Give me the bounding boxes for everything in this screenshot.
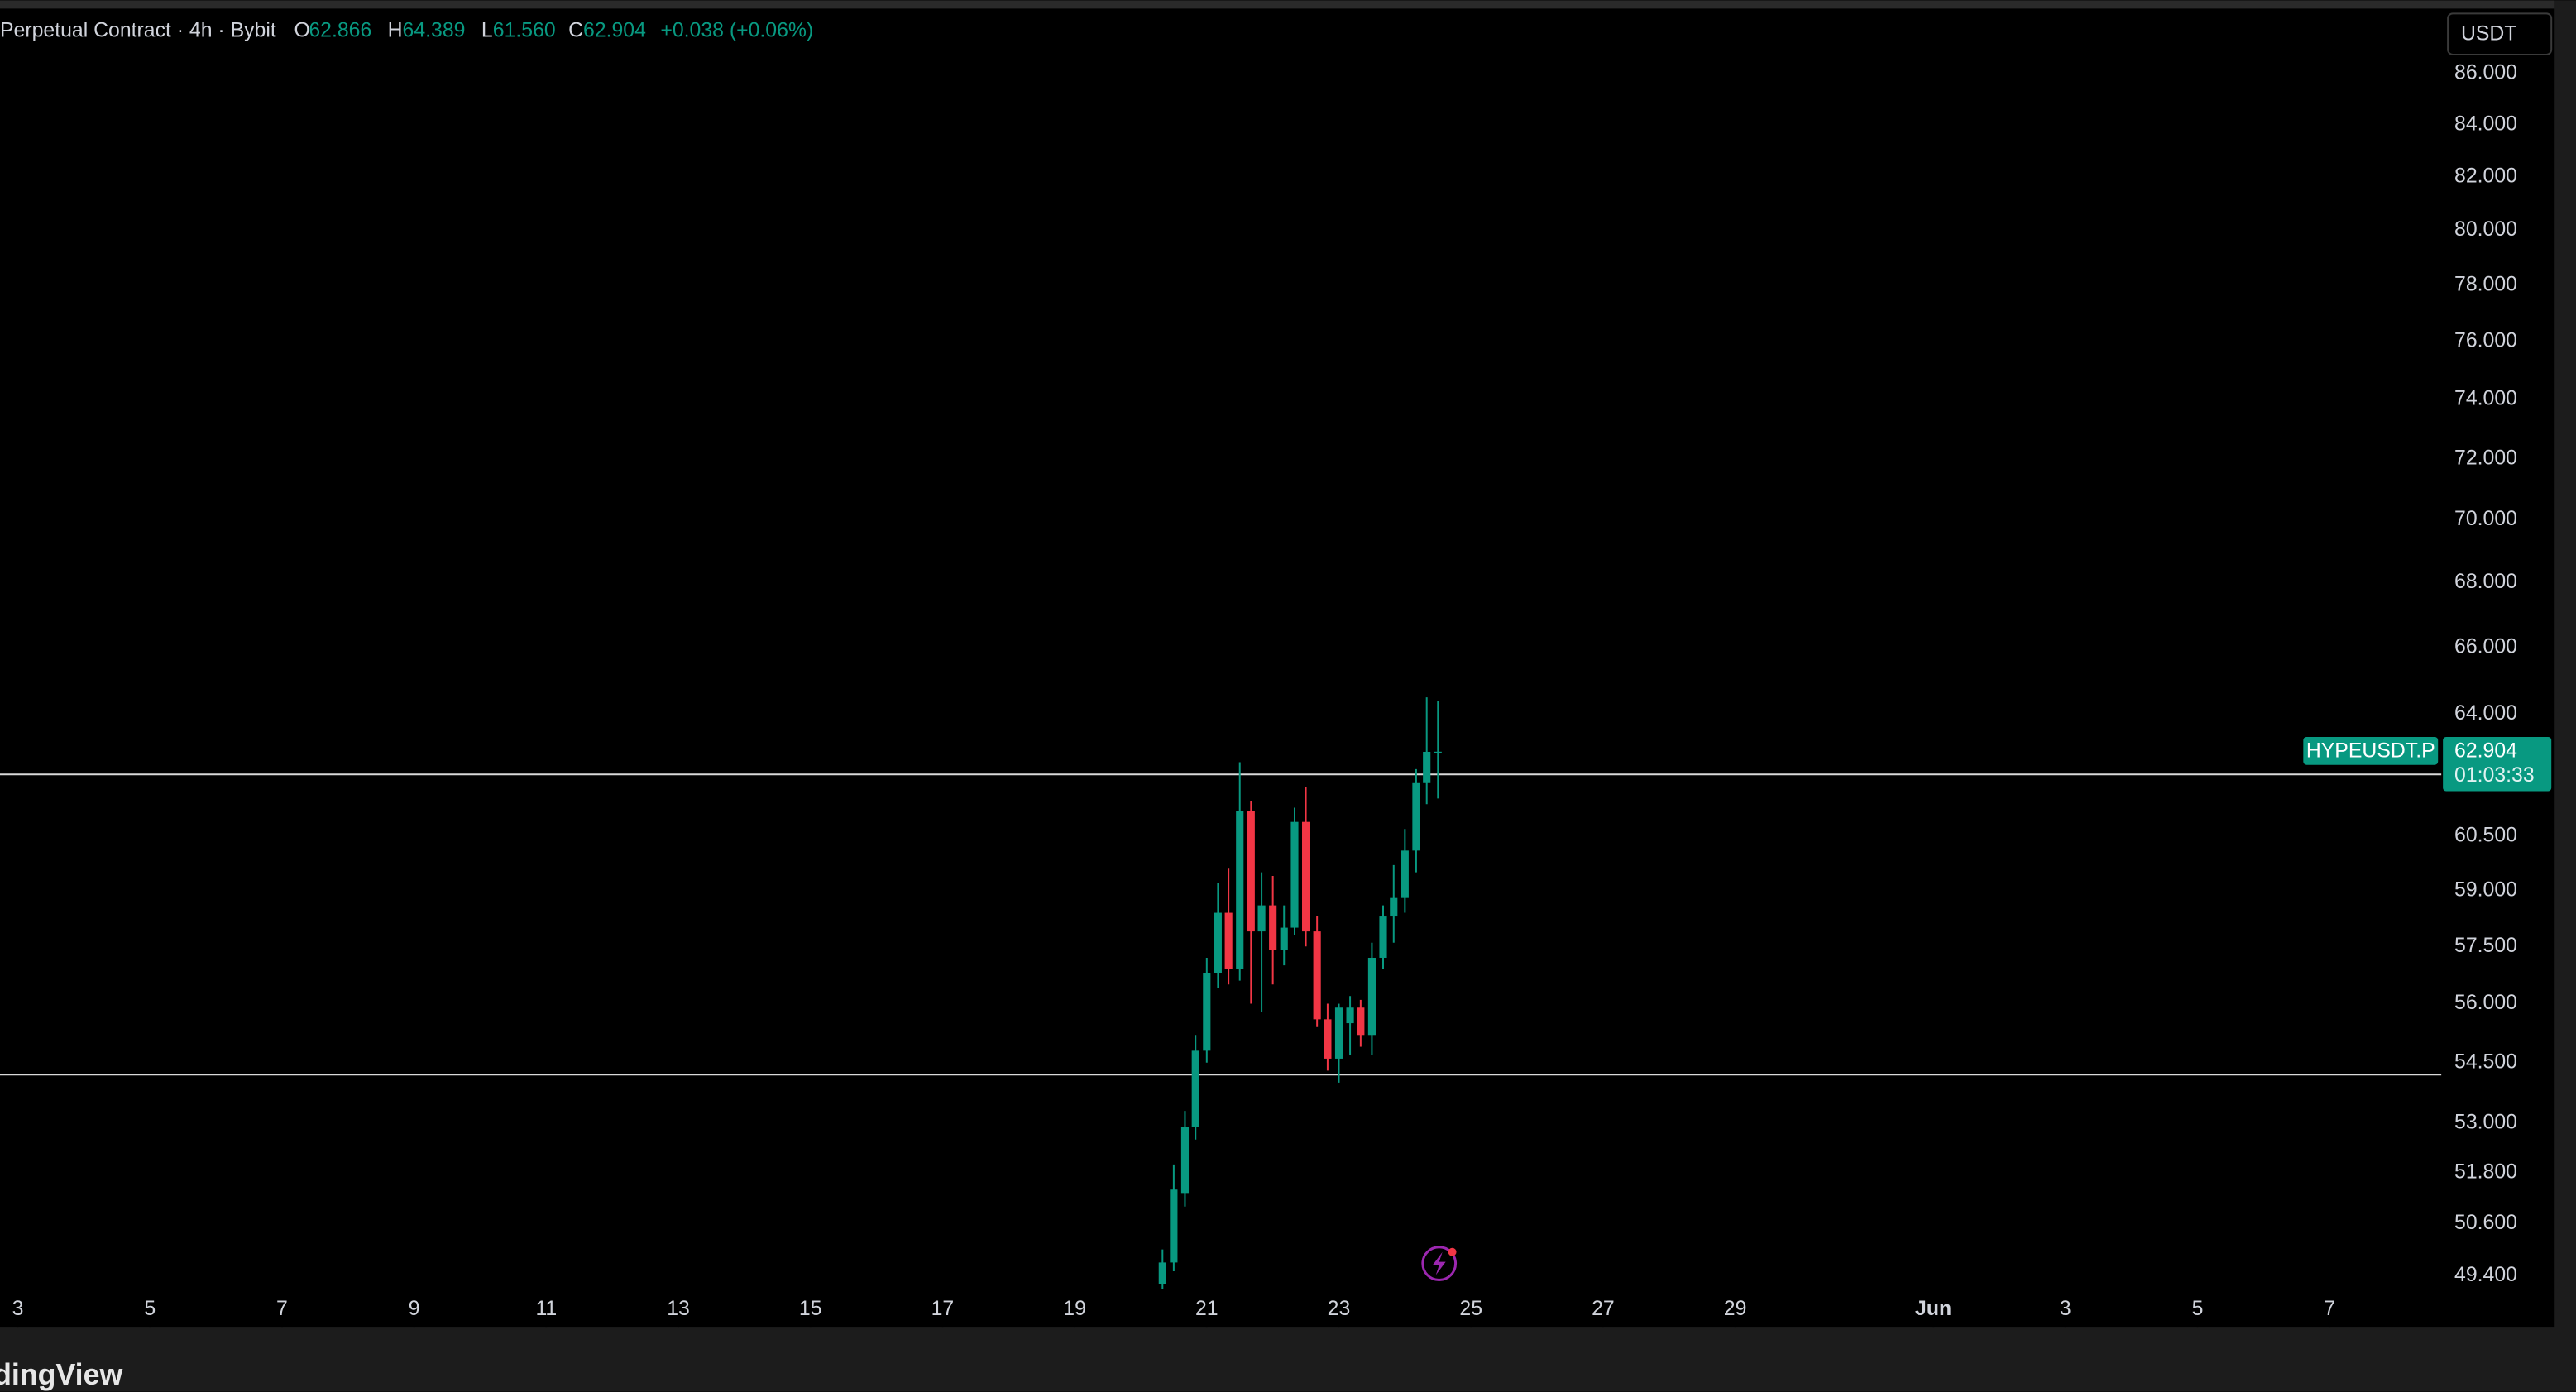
x-tick-label: 5 — [144, 1298, 156, 1320]
x-tick-label: 7 — [276, 1298, 288, 1320]
candle-body — [1346, 1007, 1354, 1024]
candle-body — [1357, 1007, 1365, 1036]
x-tick-label: 13 — [667, 1298, 690, 1320]
change: +0.038 (+0.06%) — [660, 20, 813, 42]
y-tick-label: 60.500 — [2454, 825, 2517, 847]
x-tick-label: 5 — [2192, 1298, 2204, 1320]
ohlc-value: 64.389 — [403, 20, 466, 42]
x-tick-label: 27 — [1592, 1298, 1615, 1320]
y-tick-label: 66.000 — [2454, 635, 2517, 658]
candle-body — [1390, 897, 1398, 917]
x-tick-label: 7 — [2324, 1298, 2335, 1320]
y-tick-label: 56.000 — [2454, 992, 2517, 1014]
ohlc-letter: H — [388, 20, 403, 42]
candle-body — [1214, 912, 1222, 973]
candle-body — [1423, 751, 1431, 783]
candle-body — [1324, 1019, 1332, 1059]
symbol-box — [2303, 736, 2439, 765]
x-tick-label: 3 — [2060, 1298, 2071, 1320]
candle-body — [1158, 1262, 1166, 1284]
top-bar — [0, 0, 2576, 9]
candle-body — [1302, 821, 1310, 932]
y-tick-label: 57.500 — [2454, 935, 2517, 957]
candle-body — [1401, 850, 1409, 898]
ohlc-value: 61.560 — [493, 20, 556, 42]
candle-body — [1247, 811, 1255, 932]
y-tick-label: 54.500 — [2454, 1050, 2517, 1073]
y-tick-label: 72.000 — [2454, 447, 2517, 469]
event-icon[interactable] — [1421, 1246, 1458, 1282]
y-tick-label: 64.000 — [2454, 702, 2517, 725]
x-tick-label: 25 — [1459, 1298, 1482, 1320]
y-tick-label: 78.000 — [2454, 274, 2517, 296]
y-tick-label: 84.000 — [2454, 112, 2517, 135]
y-tick-label: 53.000 — [2454, 1111, 2517, 1133]
candle-body — [1257, 905, 1266, 932]
candle-body — [1191, 1050, 1199, 1127]
candle-body — [1290, 821, 1299, 928]
y-tick-label: 70.000 — [2454, 508, 2517, 530]
x-tick-label: 23 — [1328, 1298, 1351, 1320]
ohlc-letter: O — [294, 20, 309, 42]
candle-body — [1269, 905, 1277, 950]
plot-area — [0, 697, 2442, 1289]
candle-body — [1180, 1127, 1190, 1194]
candle-body — [1412, 782, 1420, 851]
candle-body — [1313, 931, 1321, 1020]
candle-body — [1203, 973, 1211, 1051]
candle-body — [1280, 927, 1288, 950]
brand: dingView — [0, 1358, 122, 1391]
x-tick-label: 11 — [535, 1298, 557, 1320]
x-tick-label: 21 — [1195, 1298, 1219, 1320]
x-tick-label: 29 — [1724, 1298, 1747, 1320]
price-label: 62.904 — [2454, 739, 2517, 762]
y-tick-label: 76.000 — [2454, 330, 2517, 352]
candle-body — [1379, 916, 1387, 958]
y-tick-label: 68.000 — [2454, 571, 2517, 593]
ohlc-value: 62.904 — [583, 20, 646, 42]
y-tick-label: 49.400 — [2454, 1264, 2517, 1286]
y-tick-label: 74.000 — [2454, 388, 2517, 410]
ohlc-letter: C — [568, 20, 583, 42]
y-tick-label: 50.600 — [2454, 1212, 2517, 1234]
y-tick-label: 80.000 — [2454, 218, 2517, 241]
candle-body — [1236, 811, 1244, 969]
y-tick-label: 59.000 — [2454, 878, 2517, 901]
countdown-label: 01:03:33 — [2454, 764, 2535, 787]
x-tick-label: 9 — [409, 1298, 420, 1320]
ohlc-value: 62.866 — [309, 20, 371, 42]
candle-body — [1334, 1007, 1343, 1059]
currency-button[interactable] — [2447, 12, 2553, 55]
x-tick-label: 19 — [1063, 1298, 1086, 1320]
ohlc-letter: L — [481, 20, 493, 42]
footer — [0, 1327, 2576, 1392]
right-strip — [2554, 0, 2576, 1392]
x-tick-label: 15 — [799, 1298, 822, 1320]
y-tick-label: 86.000 — [2454, 62, 2517, 84]
y-tick-label: 51.800 — [2454, 1160, 2517, 1183]
price-box — [2443, 736, 2552, 792]
x-tick-label: 17 — [931, 1298, 955, 1320]
candle-body — [1434, 751, 1442, 753]
header-title: Perpetual Contract · 4h · Bybit — [0, 20, 276, 42]
x-tick-label: 3 — [12, 1298, 24, 1320]
y-tick-label: 82.000 — [2454, 165, 2517, 187]
x-tick-label: Jun — [1915, 1298, 1951, 1320]
candle-body — [1224, 912, 1233, 969]
symbol-label: HYPEUSDT.P — [2306, 739, 2435, 762]
candle-body — [1367, 957, 1376, 1036]
currency-label[interactable]: USDT — [2461, 23, 2517, 45]
candle-body — [1170, 1189, 1178, 1263]
